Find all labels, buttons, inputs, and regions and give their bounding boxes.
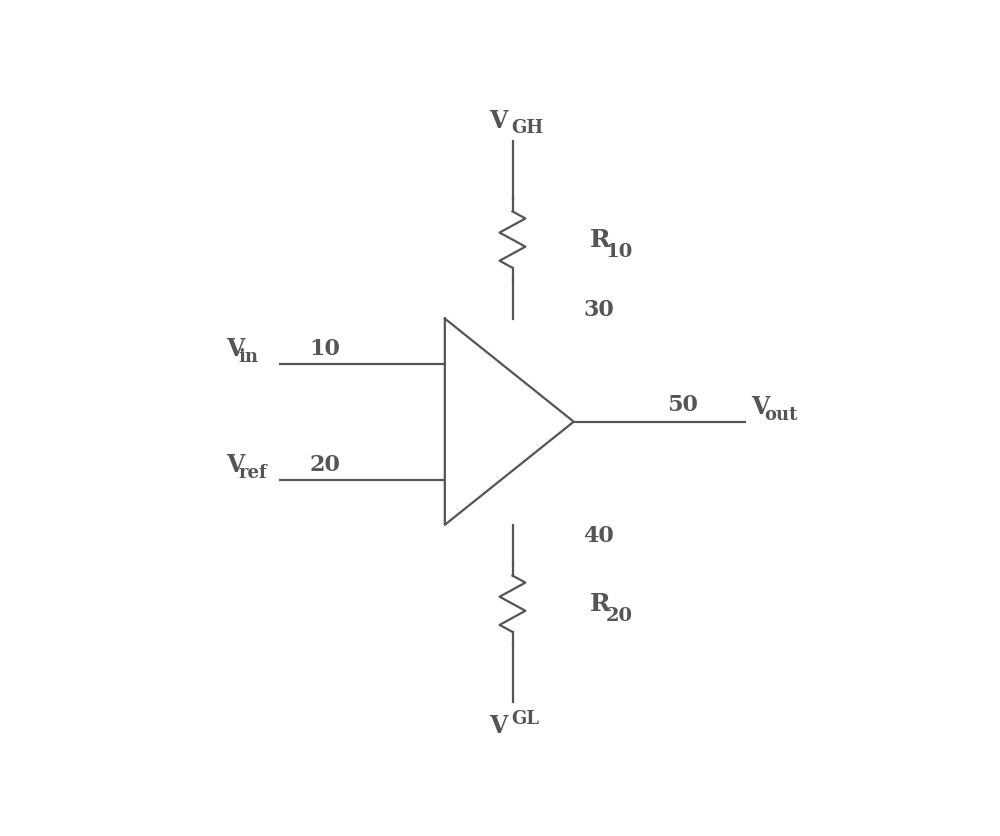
Text: GH: GH: [511, 119, 543, 136]
Text: 20: 20: [606, 606, 633, 624]
Text: GL: GL: [511, 709, 539, 727]
Text: R: R: [590, 228, 611, 252]
Text: V: V: [489, 713, 507, 737]
Text: in: in: [239, 348, 259, 365]
Text: 50: 50: [667, 394, 698, 415]
Text: 40: 40: [583, 524, 614, 546]
Text: R: R: [590, 592, 611, 615]
Text: V: V: [226, 453, 244, 477]
Text: 10: 10: [309, 337, 340, 359]
Text: 30: 30: [583, 298, 614, 320]
Text: V: V: [489, 109, 507, 132]
Text: V: V: [226, 337, 244, 361]
Text: ref: ref: [239, 463, 267, 482]
Text: V: V: [751, 395, 769, 419]
Text: out: out: [764, 405, 797, 424]
Text: 20: 20: [309, 453, 340, 475]
Text: 10: 10: [606, 242, 633, 261]
